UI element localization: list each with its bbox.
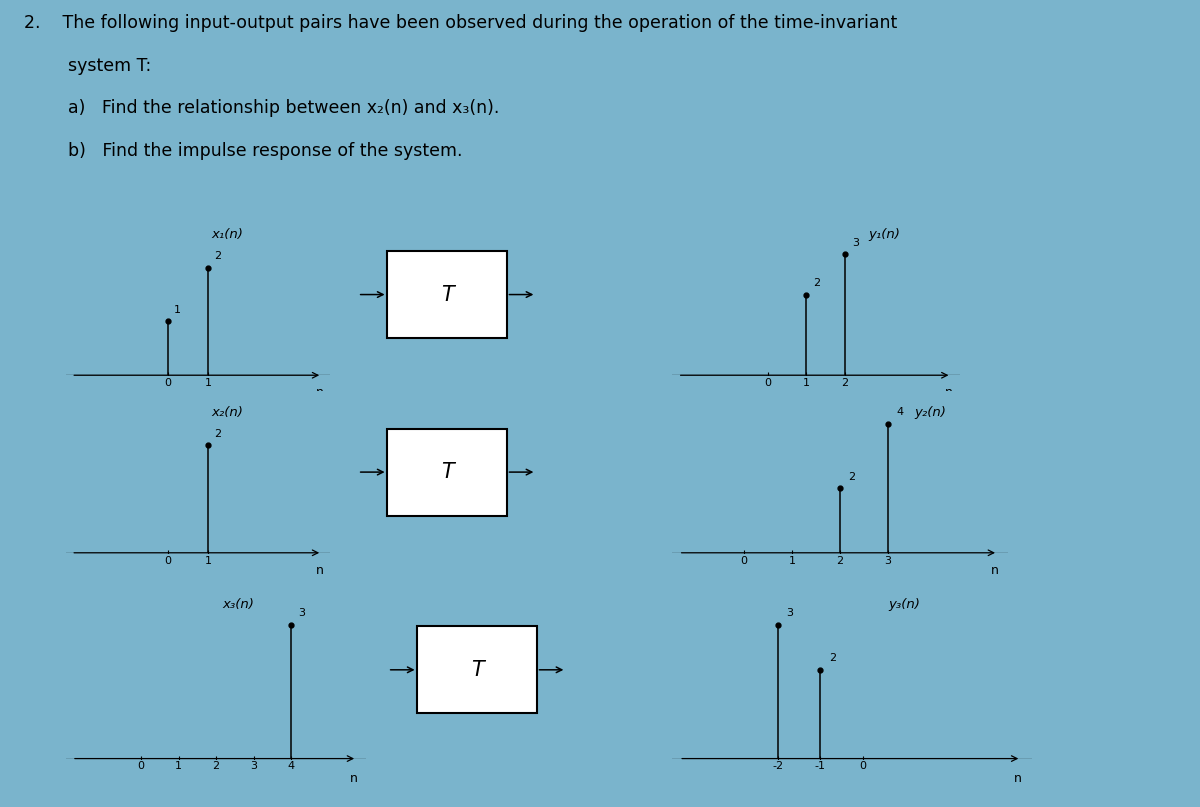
Text: 2.    The following input-output pairs have been observed during the operation o: 2. The following input-output pairs have… bbox=[24, 15, 898, 32]
Text: n: n bbox=[316, 387, 323, 399]
Text: x₂(n): x₂(n) bbox=[211, 406, 244, 419]
Text: n: n bbox=[1014, 771, 1021, 784]
Text: b)   Find the impulse response of the system.: b) Find the impulse response of the syst… bbox=[24, 142, 462, 160]
Text: system T:: system T: bbox=[24, 56, 151, 75]
Text: n: n bbox=[350, 771, 358, 784]
Text: 3: 3 bbox=[852, 238, 859, 248]
Bar bbox=[388, 429, 506, 516]
Text: a)   Find the relationship between x₂(n) and x₃(n).: a) Find the relationship between x₂(n) a… bbox=[24, 99, 499, 118]
Text: 2: 2 bbox=[814, 278, 821, 288]
Text: n: n bbox=[991, 564, 998, 577]
Text: y₃(n): y₃(n) bbox=[888, 598, 920, 611]
Text: 1: 1 bbox=[174, 305, 181, 315]
Text: 3: 3 bbox=[786, 608, 793, 618]
Text: 2: 2 bbox=[215, 251, 222, 261]
Text: 3: 3 bbox=[299, 608, 305, 618]
Text: 4: 4 bbox=[896, 408, 904, 417]
Bar bbox=[388, 251, 506, 338]
Text: x₁(n): x₁(n) bbox=[211, 228, 244, 241]
Text: T: T bbox=[470, 660, 484, 679]
Text: T: T bbox=[440, 285, 454, 304]
Text: 2: 2 bbox=[215, 429, 222, 439]
Text: y₂(n): y₂(n) bbox=[914, 406, 946, 419]
Text: 2: 2 bbox=[848, 472, 856, 482]
Text: 2: 2 bbox=[829, 653, 836, 663]
Bar bbox=[418, 626, 536, 713]
Text: x₃(n): x₃(n) bbox=[222, 598, 254, 611]
Text: y₁(n): y₁(n) bbox=[868, 228, 900, 241]
Text: n: n bbox=[944, 387, 953, 399]
Text: n: n bbox=[316, 564, 323, 577]
Text: T: T bbox=[440, 462, 454, 482]
